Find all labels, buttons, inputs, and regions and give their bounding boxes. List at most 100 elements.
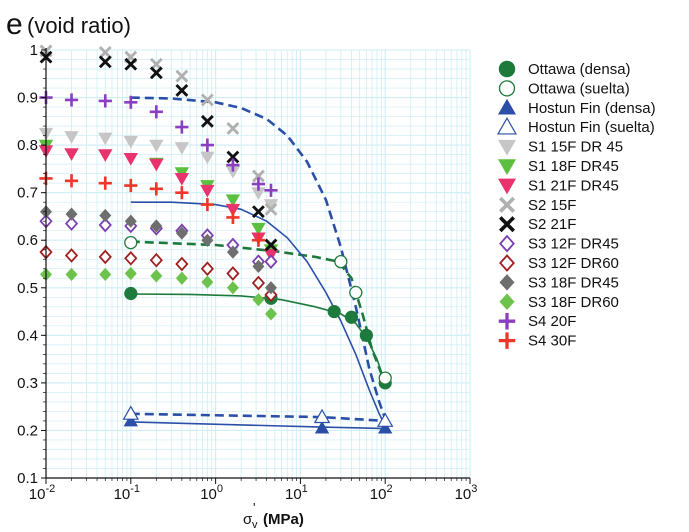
- chart-title-text: (void ratio): [27, 13, 131, 38]
- x-axis-label-sub: v: [252, 519, 258, 531]
- data-point-s2-15f: [252, 169, 265, 183]
- y-tick-label: 0.7: [17, 185, 38, 202]
- legend-label-ottawa-densa: Ottawa (densa): [528, 61, 631, 78]
- data-point-s1-15f-dr-45: [200, 151, 215, 165]
- data-point-s4-20f: [175, 120, 189, 134]
- x-tick-label: 100: [200, 483, 223, 503]
- data-point-s3-12f-dr60: [226, 266, 240, 281]
- data-point-ottawa-suelta: [349, 285, 363, 300]
- data-point-ottawa-suelta: [378, 371, 392, 385]
- data-point-s1-15f-dr-45: [225, 165, 241, 179]
- data-point-s1-21f-dr45: [149, 158, 164, 172]
- data-point-s1-21f-dr45: [225, 203, 241, 217]
- data-point-s2-21f: [226, 150, 240, 164]
- data-point-ottawa-densa: [327, 304, 341, 319]
- data-point-s3-18f-dr60: [65, 267, 78, 282]
- legend-label-hostun-fin-suelta: Hostun Fin (suelta): [528, 119, 655, 136]
- data-point-s3-18f-dr60: [99, 267, 112, 282]
- x-tick-label: 101: [285, 483, 308, 503]
- y-tick-label: 0.6: [17, 232, 38, 249]
- data-point-s1-18f-dr45: [225, 194, 241, 207]
- legend-marker-s4-20f: [498, 312, 516, 330]
- data-point-s3-12f-dr45: [264, 254, 278, 269]
- data-point-s2-21f: [175, 84, 189, 97]
- data-point-s1-15f-dr-45: [251, 187, 266, 200]
- data-point-s2-15f: [200, 93, 214, 107]
- data-point-s4-30f: [64, 174, 79, 188]
- data-point-s3-12f-dr60: [124, 250, 138, 266]
- legend-label-s4-30f: S4 30F: [528, 333, 576, 350]
- data-point-s2-21f: [252, 205, 265, 219]
- legend-marker-s2-15f: [498, 196, 516, 213]
- data-point-s3-18f-dr60: [264, 307, 277, 321]
- x-tick-label: 103: [455, 483, 478, 503]
- data-point-s3-12f-dr60: [64, 248, 79, 263]
- legend-marker-s3-12f-dr60: [499, 254, 515, 272]
- data-point-s4-20f: [226, 158, 240, 172]
- legend-label-s1-21f-dr45: S1 21F DR45: [528, 177, 619, 194]
- data-point-s3-18f-dr60: [226, 281, 239, 295]
- data-point-s3-18f-dr45: [65, 207, 78, 221]
- data-point-hostun-fin-suelta: [376, 412, 394, 427]
- data-point-s2-21f: [149, 66, 163, 80]
- legend-label-s3-18f-dr60: S3 18F DR60: [528, 294, 619, 311]
- legend-label-s1-15f-dr-45: S1 15F DR 45: [528, 139, 623, 156]
- data-point-s1-21f-dr45: [200, 184, 215, 198]
- legend-marker-s1-21f-dr45: [498, 178, 516, 195]
- fit-line-dashed: [130, 240, 387, 384]
- data-point-s3-18f-dr45: [264, 281, 277, 295]
- data-point-s1-21f-dr45: [123, 153, 138, 166]
- data-point-s4-30f: [149, 182, 163, 196]
- legend-marker-s4-30f: [498, 332, 516, 349]
- data-point-s1-15f-dr-45: [123, 135, 138, 149]
- data-point-s3-18f-dr60: [201, 275, 214, 289]
- data-point-hostun-fin-densa: [314, 420, 330, 434]
- data-point-s3-12f-dr60: [149, 252, 163, 268]
- y-tick-label: 0.2: [17, 422, 38, 439]
- legend-label-s3-12f-dr60: S3 12F DR60: [528, 255, 619, 272]
- x-axis-label-unit: (MPa): [263, 511, 304, 528]
- x-axis-label-prime: ': [253, 500, 255, 515]
- data-point-s2-21f: [124, 57, 138, 71]
- data-point-s1-15f-dr-45: [98, 132, 113, 146]
- data-point-s4-30f: [124, 178, 138, 193]
- data-point-s2-15f: [226, 122, 240, 135]
- data-point-s2-21f: [98, 55, 112, 69]
- data-point-s3-18f-dr45: [226, 245, 239, 259]
- legend-label-hostun-fin-densa: Hostun Fin (densa): [528, 100, 656, 117]
- legend-label-s3-18f-dr45: S3 18F DR45: [528, 274, 619, 291]
- data-point-s3-18f-dr60: [175, 271, 188, 285]
- data-point-s3-12f-dr45: [64, 216, 79, 231]
- data-point-s3-12f-dr60: [251, 275, 266, 291]
- data-point-s4-20f: [124, 95, 138, 109]
- data-point-s2-21f: [200, 114, 214, 128]
- data-point-s4-20f: [200, 138, 214, 152]
- data-point-s3-12f-dr45: [98, 217, 112, 233]
- fit-line-solid: [130, 421, 386, 430]
- x-axis-label-sigma: σ: [243, 511, 253, 528]
- legend-label-s1-18f-dr45: S1 18F DR45: [528, 158, 619, 175]
- data-point-s3-12f-dr60: [98, 249, 112, 265]
- data-point-s3-18f-dr45: [124, 214, 137, 228]
- x-tick-label: 10-2: [29, 483, 55, 503]
- x-tick-label: 102: [370, 483, 393, 503]
- data-point-s4-30f: [175, 186, 189, 200]
- legend-marker-s1-18f-dr45: [498, 159, 516, 175]
- data-point-hostun-fin-densa: [378, 420, 393, 434]
- legend-label-s2-21f: S2 21F: [528, 216, 576, 233]
- data-point-s3-18f-dr60: [150, 269, 163, 283]
- data-point-s4-30f: [226, 210, 240, 224]
- data-point-s1-21f-dr45: [98, 149, 113, 162]
- fit-line-solid: [130, 201, 386, 427]
- data-point-s4-20f: [149, 105, 163, 119]
- data-point-s1-15f-dr-45: [174, 142, 190, 155]
- data-point-s1-18f-dr45: [251, 222, 266, 236]
- data-point-s1-21f-dr45: [64, 148, 79, 161]
- data-point-s3-12f-dr60: [175, 256, 189, 272]
- data-point-s4-20f: [98, 94, 112, 108]
- fit-line-dashed: [130, 412, 386, 423]
- data-point-s3-18f-dr45: [150, 219, 163, 233]
- y-tick-label: 0.3: [17, 375, 38, 392]
